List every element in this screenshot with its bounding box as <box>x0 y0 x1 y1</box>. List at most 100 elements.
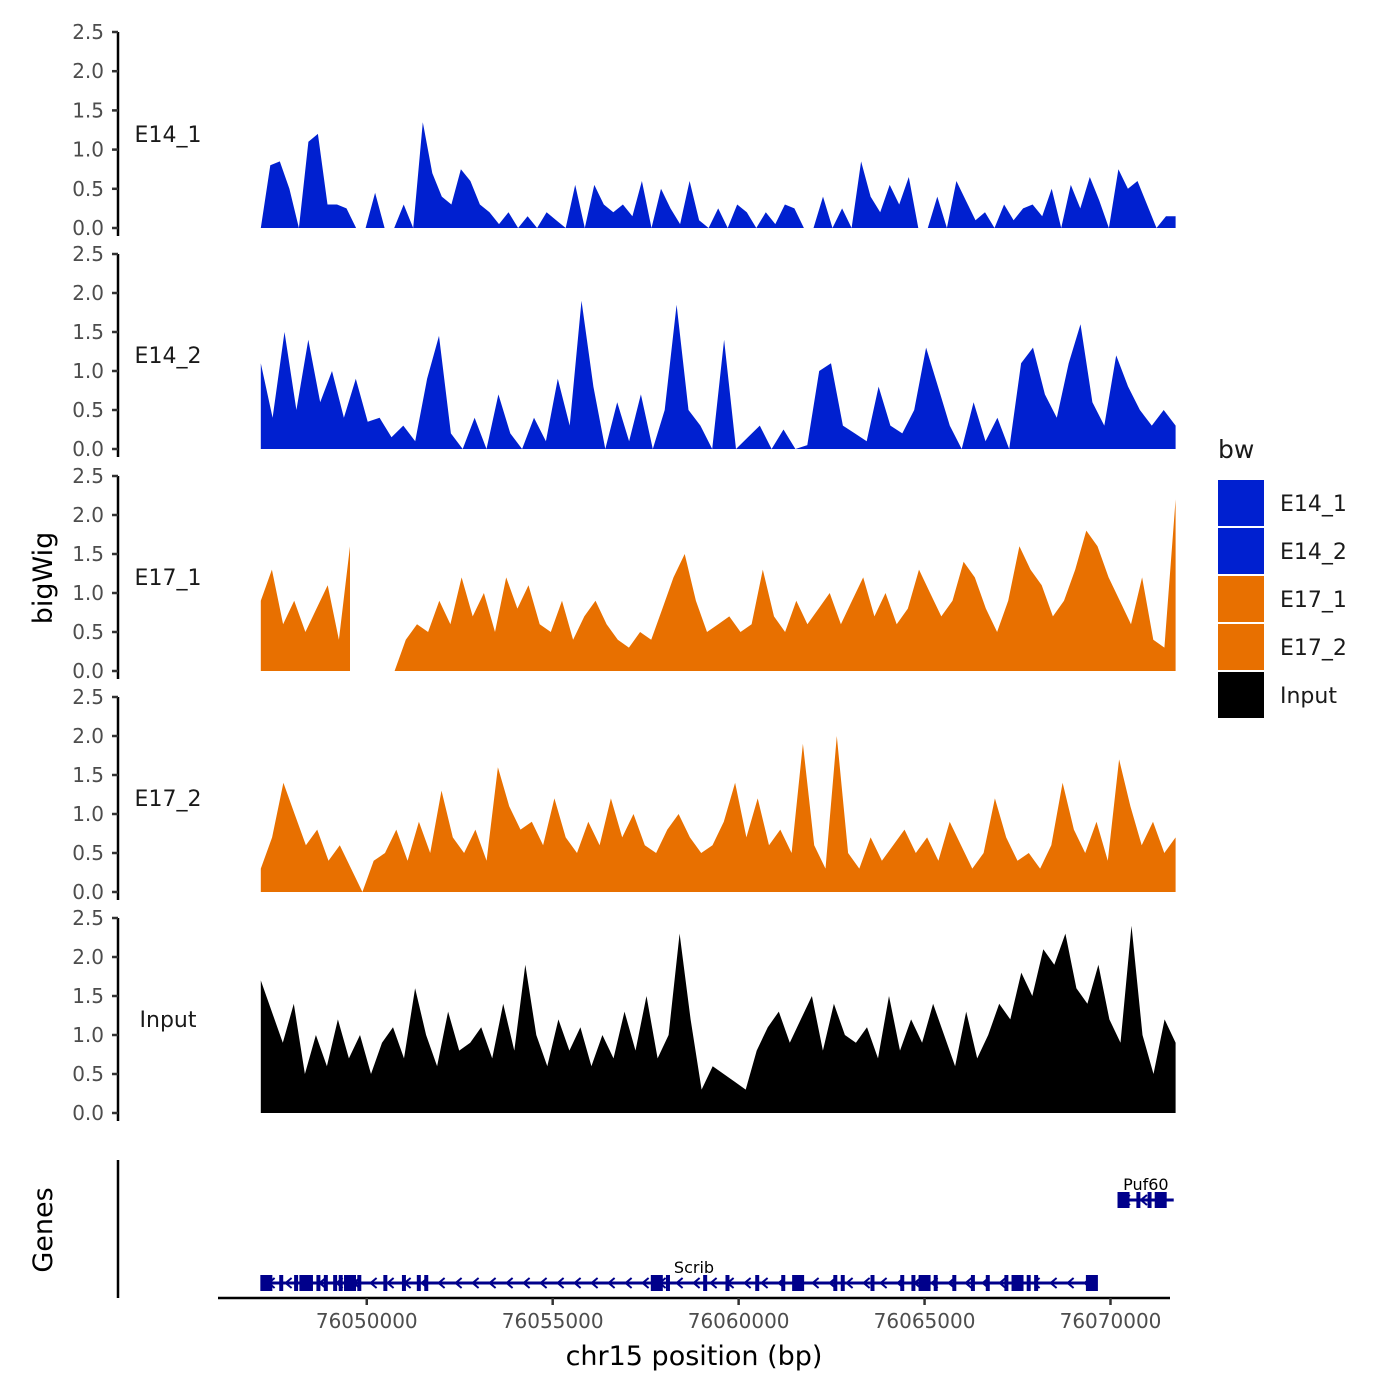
strand-arrow <box>675 1277 684 1289</box>
y-tick-label: 2.5 <box>72 685 104 709</box>
x-tick-label: 76055000 <box>502 1309 604 1333</box>
exon <box>383 1275 388 1291</box>
track-Input: 0.0 0.5 1.0 1.5 2.0 2.5 Input <box>72 906 1176 1125</box>
x-tick-label: 76065000 <box>874 1309 976 1333</box>
exon <box>870 1275 875 1291</box>
genes-track: Scrib Puf60 <box>116 1160 1174 1298</box>
exon <box>401 1275 406 1291</box>
y-tick-label: 1.0 <box>72 359 104 383</box>
track-E14_2: 0.0 0.5 1.0 1.5 2.0 2.5 E14_2 <box>72 242 1176 461</box>
y-tick-label: 1.5 <box>72 98 104 122</box>
exon <box>1034 1275 1039 1291</box>
strand-arrow <box>692 1277 701 1289</box>
exon <box>933 1275 938 1291</box>
legend-label-E14_2: E14_2 <box>1280 540 1347 565</box>
strand-arrow <box>1066 1277 1075 1289</box>
y-tick-label: 0.5 <box>72 177 104 201</box>
exon <box>1011 1275 1024 1291</box>
strand-arrow <box>998 1277 1007 1289</box>
strand-arrow <box>505 1277 514 1289</box>
exon <box>952 1275 957 1291</box>
exon <box>1117 1192 1130 1208</box>
exon <box>970 1275 975 1291</box>
x-axis-title: chr15 position (bp) <box>566 1341 823 1372</box>
x-tick-label: 76060000 <box>688 1309 790 1333</box>
strand-arrow <box>1049 1277 1058 1289</box>
series-area-Input <box>260 925 1176 1113</box>
y-tick-label: 1.5 <box>72 320 104 344</box>
exon <box>703 1275 708 1291</box>
exon <box>1136 1192 1141 1208</box>
strand-arrow <box>539 1277 548 1289</box>
strand-arrow <box>369 1277 378 1289</box>
exon <box>323 1275 328 1291</box>
track-E14_1: 0.0 0.5 1.0 1.5 2.0 2.5 E14_1 <box>72 20 1176 240</box>
track-label-E17_2: E17_2 <box>135 787 202 812</box>
strand-arrow <box>590 1277 599 1289</box>
exon <box>294 1275 299 1291</box>
exon <box>279 1275 284 1291</box>
y-tick-label: 0.5 <box>72 398 104 422</box>
strand-arrow <box>386 1277 395 1289</box>
gene-label-Puf60: Puf60 <box>1123 1175 1169 1194</box>
y-tick-label: 0.0 <box>72 437 104 461</box>
exon <box>755 1275 760 1291</box>
exon <box>344 1275 357 1291</box>
series-area-E14_1 <box>260 122 1176 228</box>
strand-arrow <box>760 1277 769 1289</box>
exon <box>911 1275 916 1291</box>
track-E17_2: 0.0 0.5 1.0 1.5 2.0 2.5 E17_2 <box>72 685 1176 904</box>
y-tick-label: 1.5 <box>72 984 104 1008</box>
strand-arrow <box>709 1277 718 1289</box>
legend-title: bw <box>1218 435 1254 464</box>
exon <box>357 1275 362 1291</box>
exon <box>918 1275 931 1291</box>
strand-arrow <box>284 1277 293 1289</box>
y-tick-label: 1.0 <box>72 138 104 162</box>
strand-arrow <box>1139 1194 1148 1206</box>
x-axis: 76050000 76055000 76060000 76065000 76070000 <box>218 1296 1170 1333</box>
strand-arrow <box>437 1277 446 1289</box>
strand-arrow <box>862 1277 871 1289</box>
legend-label-Input: Input <box>1280 684 1337 709</box>
track-label-E14_2: E14_2 <box>135 344 202 369</box>
exon <box>1004 1275 1009 1291</box>
exon <box>299 1275 312 1291</box>
strand-arrow <box>607 1277 616 1289</box>
series-area-E17_2 <box>260 736 1176 892</box>
x-tick-label: 76070000 <box>1060 1309 1162 1333</box>
exon <box>1085 1275 1098 1291</box>
series-area-E17_1 <box>372 499 1176 671</box>
legend-swatch-E14_2 <box>1218 528 1264 574</box>
exon <box>833 1275 838 1291</box>
exon <box>900 1275 905 1291</box>
track-label-E17_1: E17_1 <box>135 566 202 591</box>
y-tick-label: 2.0 <box>72 724 104 748</box>
exon <box>1147 1192 1152 1208</box>
y-tick-label: 0.0 <box>72 880 104 904</box>
y-tick-label: 2.5 <box>72 20 104 44</box>
y-tick-label: 2.0 <box>72 59 104 83</box>
strand-arrow <box>879 1277 888 1289</box>
y-tick-label: 1.0 <box>72 802 104 826</box>
series-area-E17_1 <box>260 546 350 671</box>
exon <box>665 1275 670 1291</box>
track-label-Input: Input <box>140 1008 197 1033</box>
legend: E14_1 E14_2 E17_1 E17_2 Input <box>1218 480 1347 718</box>
exon <box>1154 1192 1167 1208</box>
y-tick-label: 2.5 <box>72 242 104 266</box>
exon <box>725 1275 730 1291</box>
strand-arrow <box>641 1277 650 1289</box>
gene-Puf60: Puf60 <box>1117 1175 1174 1208</box>
legend-label-E17_1: E17_1 <box>1280 588 1347 613</box>
legend-swatch-E14_1 <box>1218 480 1264 526</box>
exon <box>416 1275 421 1291</box>
legend-swatch-E17_1 <box>1218 576 1264 622</box>
exon <box>781 1275 786 1291</box>
y-tick-label: 2.5 <box>72 906 104 930</box>
exon <box>333 1275 338 1291</box>
exon <box>316 1275 321 1291</box>
strand-arrow <box>573 1277 582 1289</box>
y-tick-label: 1.0 <box>72 581 104 605</box>
y-tick-label: 0.5 <box>72 1062 104 1086</box>
